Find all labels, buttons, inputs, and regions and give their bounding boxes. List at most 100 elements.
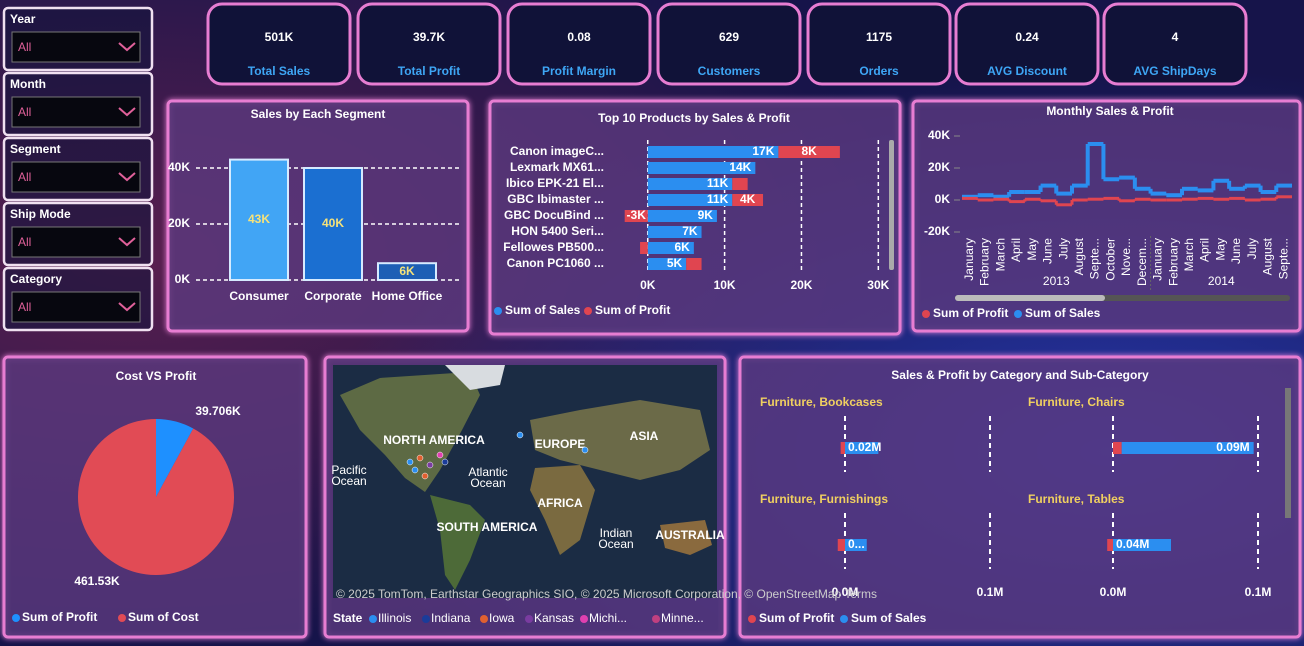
filter-dropdown[interactable] bbox=[11, 96, 141, 128]
x-tick-label: May bbox=[1213, 238, 1227, 261]
kpi-label: Total Profit bbox=[398, 64, 460, 78]
legend-label: Iowa bbox=[489, 611, 515, 625]
legend-marker bbox=[840, 615, 848, 623]
kpi-card bbox=[356, 2, 502, 86]
bar bbox=[845, 539, 867, 551]
bar bbox=[1107, 539, 1113, 551]
filter-value: All bbox=[18, 40, 31, 54]
bar bbox=[647, 178, 733, 190]
legend-marker bbox=[12, 614, 20, 622]
map-dot bbox=[441, 458, 449, 466]
bar bbox=[377, 262, 437, 282]
legend-label: Sum of Sales bbox=[505, 303, 581, 317]
panel-title: Furniture, Bookcases bbox=[760, 395, 883, 409]
chart-title: Sales by Each Segment bbox=[251, 107, 386, 121]
chart-title: Sales & Profit by Category and Sub-Categ… bbox=[891, 368, 1149, 382]
legend-marker bbox=[118, 614, 126, 622]
kpi-card bbox=[1102, 2, 1248, 86]
x-tick-label: April bbox=[1009, 238, 1023, 262]
x-tick-label: Home Office bbox=[372, 289, 443, 303]
kpi-card bbox=[506, 2, 652, 86]
x-tick-label: 20K bbox=[790, 278, 812, 292]
legend-label: Sum of Cost bbox=[128, 610, 199, 624]
dropdown-chevron bbox=[118, 302, 136, 312]
legend-label: Sum of Sales bbox=[1025, 306, 1101, 320]
scrollbar-thumb bbox=[955, 295, 1105, 301]
x-tick-label: April bbox=[1198, 238, 1212, 262]
continent bbox=[660, 520, 712, 555]
dropdown-chevron bbox=[118, 237, 136, 247]
kpi-card bbox=[954, 2, 1100, 86]
x-tick-label: March bbox=[993, 238, 1007, 271]
x-tick-label: August bbox=[1261, 237, 1275, 275]
x-tick-label: October bbox=[1103, 238, 1117, 281]
pie-slice bbox=[78, 419, 235, 576]
continent bbox=[340, 372, 480, 492]
legend-label: Sum of Profit bbox=[933, 306, 1008, 320]
map-label: NORTH AMERICA bbox=[383, 433, 485, 447]
bar bbox=[647, 242, 694, 254]
scrollbar bbox=[889, 140, 894, 270]
value-label: 0.04M bbox=[1116, 537, 1149, 551]
kpi-value: 501K bbox=[265, 30, 294, 44]
x-tick-label: January bbox=[962, 238, 976, 281]
y-tick-label: GBC Ibimaster ... bbox=[507, 192, 604, 206]
x-tick-label: January bbox=[1151, 238, 1165, 281]
filter-dropdown[interactable] bbox=[11, 161, 141, 193]
x-tick-label: 0.1M bbox=[977, 585, 1004, 599]
kpi-value: 0.24 bbox=[1015, 30, 1039, 44]
kpi-label: Customers bbox=[698, 64, 761, 78]
x-tick-label: February bbox=[978, 238, 992, 286]
value-label: 6K bbox=[675, 240, 691, 254]
legend-label: Michi... bbox=[589, 611, 627, 625]
panel-title: Furniture, Chairs bbox=[1028, 395, 1125, 409]
filter-dropdown[interactable] bbox=[11, 226, 141, 258]
value-label: 0... bbox=[848, 537, 865, 551]
bar bbox=[845, 442, 879, 454]
continent bbox=[530, 465, 595, 555]
chart-title: Monthly Sales & Profit bbox=[1046, 104, 1173, 118]
map-dot bbox=[426, 461, 434, 469]
value-label: 0.02M bbox=[848, 440, 881, 454]
map-label: AUSTRALIA bbox=[655, 528, 725, 542]
bar bbox=[647, 226, 702, 238]
value-label: 11K bbox=[707, 176, 729, 190]
filter-dropdown[interactable] bbox=[11, 31, 141, 63]
x-tick-label: March bbox=[1182, 238, 1196, 271]
legend-label: Sum of Profit bbox=[22, 610, 97, 624]
x-tick-label: May bbox=[1025, 238, 1039, 261]
bar bbox=[1113, 442, 1122, 454]
filter-dropdown[interactable] bbox=[11, 291, 141, 323]
x-tick-label: February bbox=[1166, 238, 1180, 286]
legend-title: State bbox=[333, 611, 363, 625]
kpi-value: 1175 bbox=[866, 30, 892, 44]
value-label: 43K bbox=[248, 212, 270, 226]
y-tick-label: Canon imageC... bbox=[510, 144, 604, 158]
bar bbox=[647, 258, 687, 270]
kpi-card bbox=[806, 2, 952, 86]
kpi-value: 629 bbox=[719, 30, 739, 44]
y-tick-label: 0K bbox=[175, 272, 191, 286]
value-label: 8K bbox=[801, 144, 817, 158]
ice bbox=[445, 365, 505, 390]
map-label: Ocean bbox=[470, 476, 505, 490]
panel bbox=[911, 99, 1302, 333]
x-group-label: 2014 bbox=[1208, 274, 1235, 288]
kpi-value: 4 bbox=[1172, 30, 1179, 44]
map-label: SOUTH AMERICA bbox=[437, 520, 538, 534]
value-label: 11K bbox=[707, 192, 729, 206]
value-label: 0.09M bbox=[1216, 440, 1249, 454]
kpi-value: 0.08 bbox=[567, 30, 591, 44]
legend-label: Sum of Sales bbox=[851, 611, 927, 625]
dropdown-chevron bbox=[118, 172, 136, 182]
filter-value: All bbox=[18, 105, 31, 119]
map-dot bbox=[421, 472, 429, 480]
chart-title: Cost VS Profit bbox=[116, 369, 197, 383]
y-tick-label: 20K bbox=[928, 160, 950, 174]
kpi-label: Profit Margin bbox=[542, 64, 616, 78]
y-tick-label: -20K bbox=[924, 224, 950, 238]
panel bbox=[738, 355, 1302, 639]
value-label: 40K bbox=[322, 216, 344, 230]
legend-marker bbox=[652, 615, 660, 623]
